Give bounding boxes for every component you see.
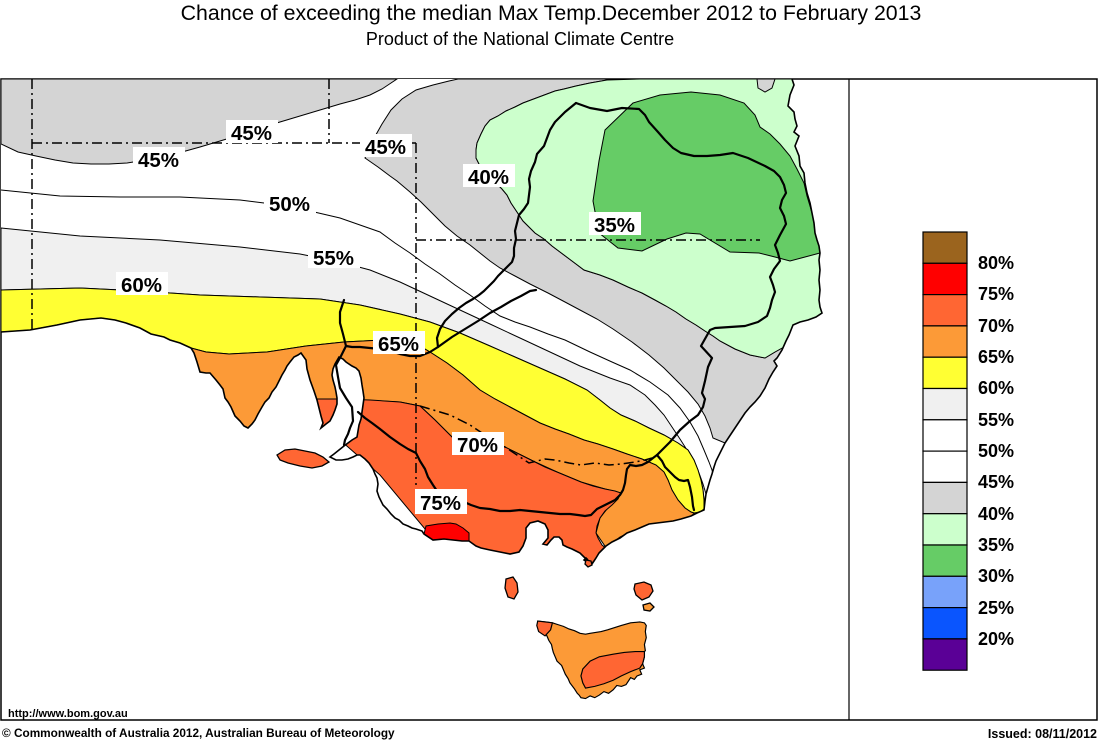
svg-text:40%: 40% [978,504,1014,524]
svg-text:45%: 45% [365,136,406,159]
svg-text:65%: 65% [978,347,1014,367]
svg-text:25%: 25% [978,598,1014,618]
svg-text:© Commonwealth of Australia 20: © Commonwealth of Australia 2012, Austra… [2,726,395,740]
svg-text:50%: 50% [978,441,1014,461]
svg-text:60%: 60% [121,274,162,297]
svg-text:65%: 65% [378,333,419,356]
svg-text:50%: 50% [269,193,310,216]
svg-text:45%: 45% [138,149,179,172]
svg-text:http://www.bom.gov.au: http://www.bom.gov.au [8,708,128,720]
svg-text:35%: 35% [978,535,1014,555]
svg-text:55%: 55% [978,410,1014,430]
svg-text:Chance of exceeding the median: Chance of exceeding the median Max Temp.… [181,1,922,25]
svg-text:35%: 35% [594,214,635,237]
svg-text:70%: 70% [978,316,1014,336]
svg-text:20%: 20% [978,629,1014,649]
svg-text:55%: 55% [313,247,354,270]
svg-text:Product of the National Climat: Product of the National Climate Centre [366,29,674,49]
svg-text:Issued: 08/11/2012: Issued: 08/11/2012 [988,727,1097,740]
svg-text:40%: 40% [468,166,509,189]
svg-text:70%: 70% [457,434,498,457]
svg-text:75%: 75% [420,492,461,515]
svg-text:60%: 60% [978,378,1014,398]
svg-text:75%: 75% [978,284,1014,304]
svg-text:80%: 80% [978,253,1014,273]
svg-text:45%: 45% [978,472,1014,492]
svg-text:45%: 45% [231,122,272,145]
svg-text:30%: 30% [978,566,1014,586]
